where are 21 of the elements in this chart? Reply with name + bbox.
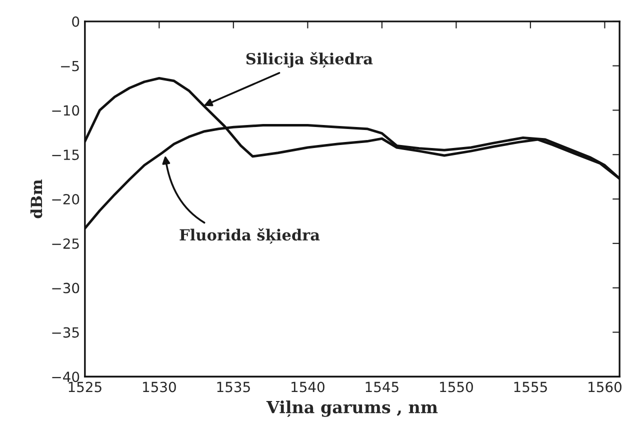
y-tick-label: −35	[52, 327, 79, 338]
y-tick-label: −30	[52, 282, 80, 294]
x-tick-label: 1560	[588, 382, 622, 392]
x-tick-label: 1530	[143, 382, 176, 392]
x-tick-label: 1540	[292, 382, 324, 392]
annotation: Fluorida šķiedra	[180, 228, 320, 244]
y-tick-label: −20	[52, 194, 80, 204]
x-tick-label: 1535	[217, 382, 250, 392]
y-tick-label: 0	[72, 16, 80, 27]
x-tick-label: 1525	[68, 382, 102, 392]
y-tick-label: −10	[52, 105, 80, 116]
x-axis-title: Viļna garums , nm	[266, 400, 438, 417]
y-tick-label: −15	[52, 150, 79, 160]
y-tick-label: −25	[52, 238, 79, 249]
x-tick-label: 1545	[366, 382, 398, 392]
annotation: Silicija šķiedra	[246, 52, 373, 68]
x-tick-label: 1550	[440, 382, 473, 392]
x-tick-label: 1555	[514, 382, 547, 392]
y-tick-label: −40	[52, 372, 80, 382]
y-axis-title: dBm	[30, 179, 42, 218]
y-tick-label: −5	[61, 60, 79, 72]
